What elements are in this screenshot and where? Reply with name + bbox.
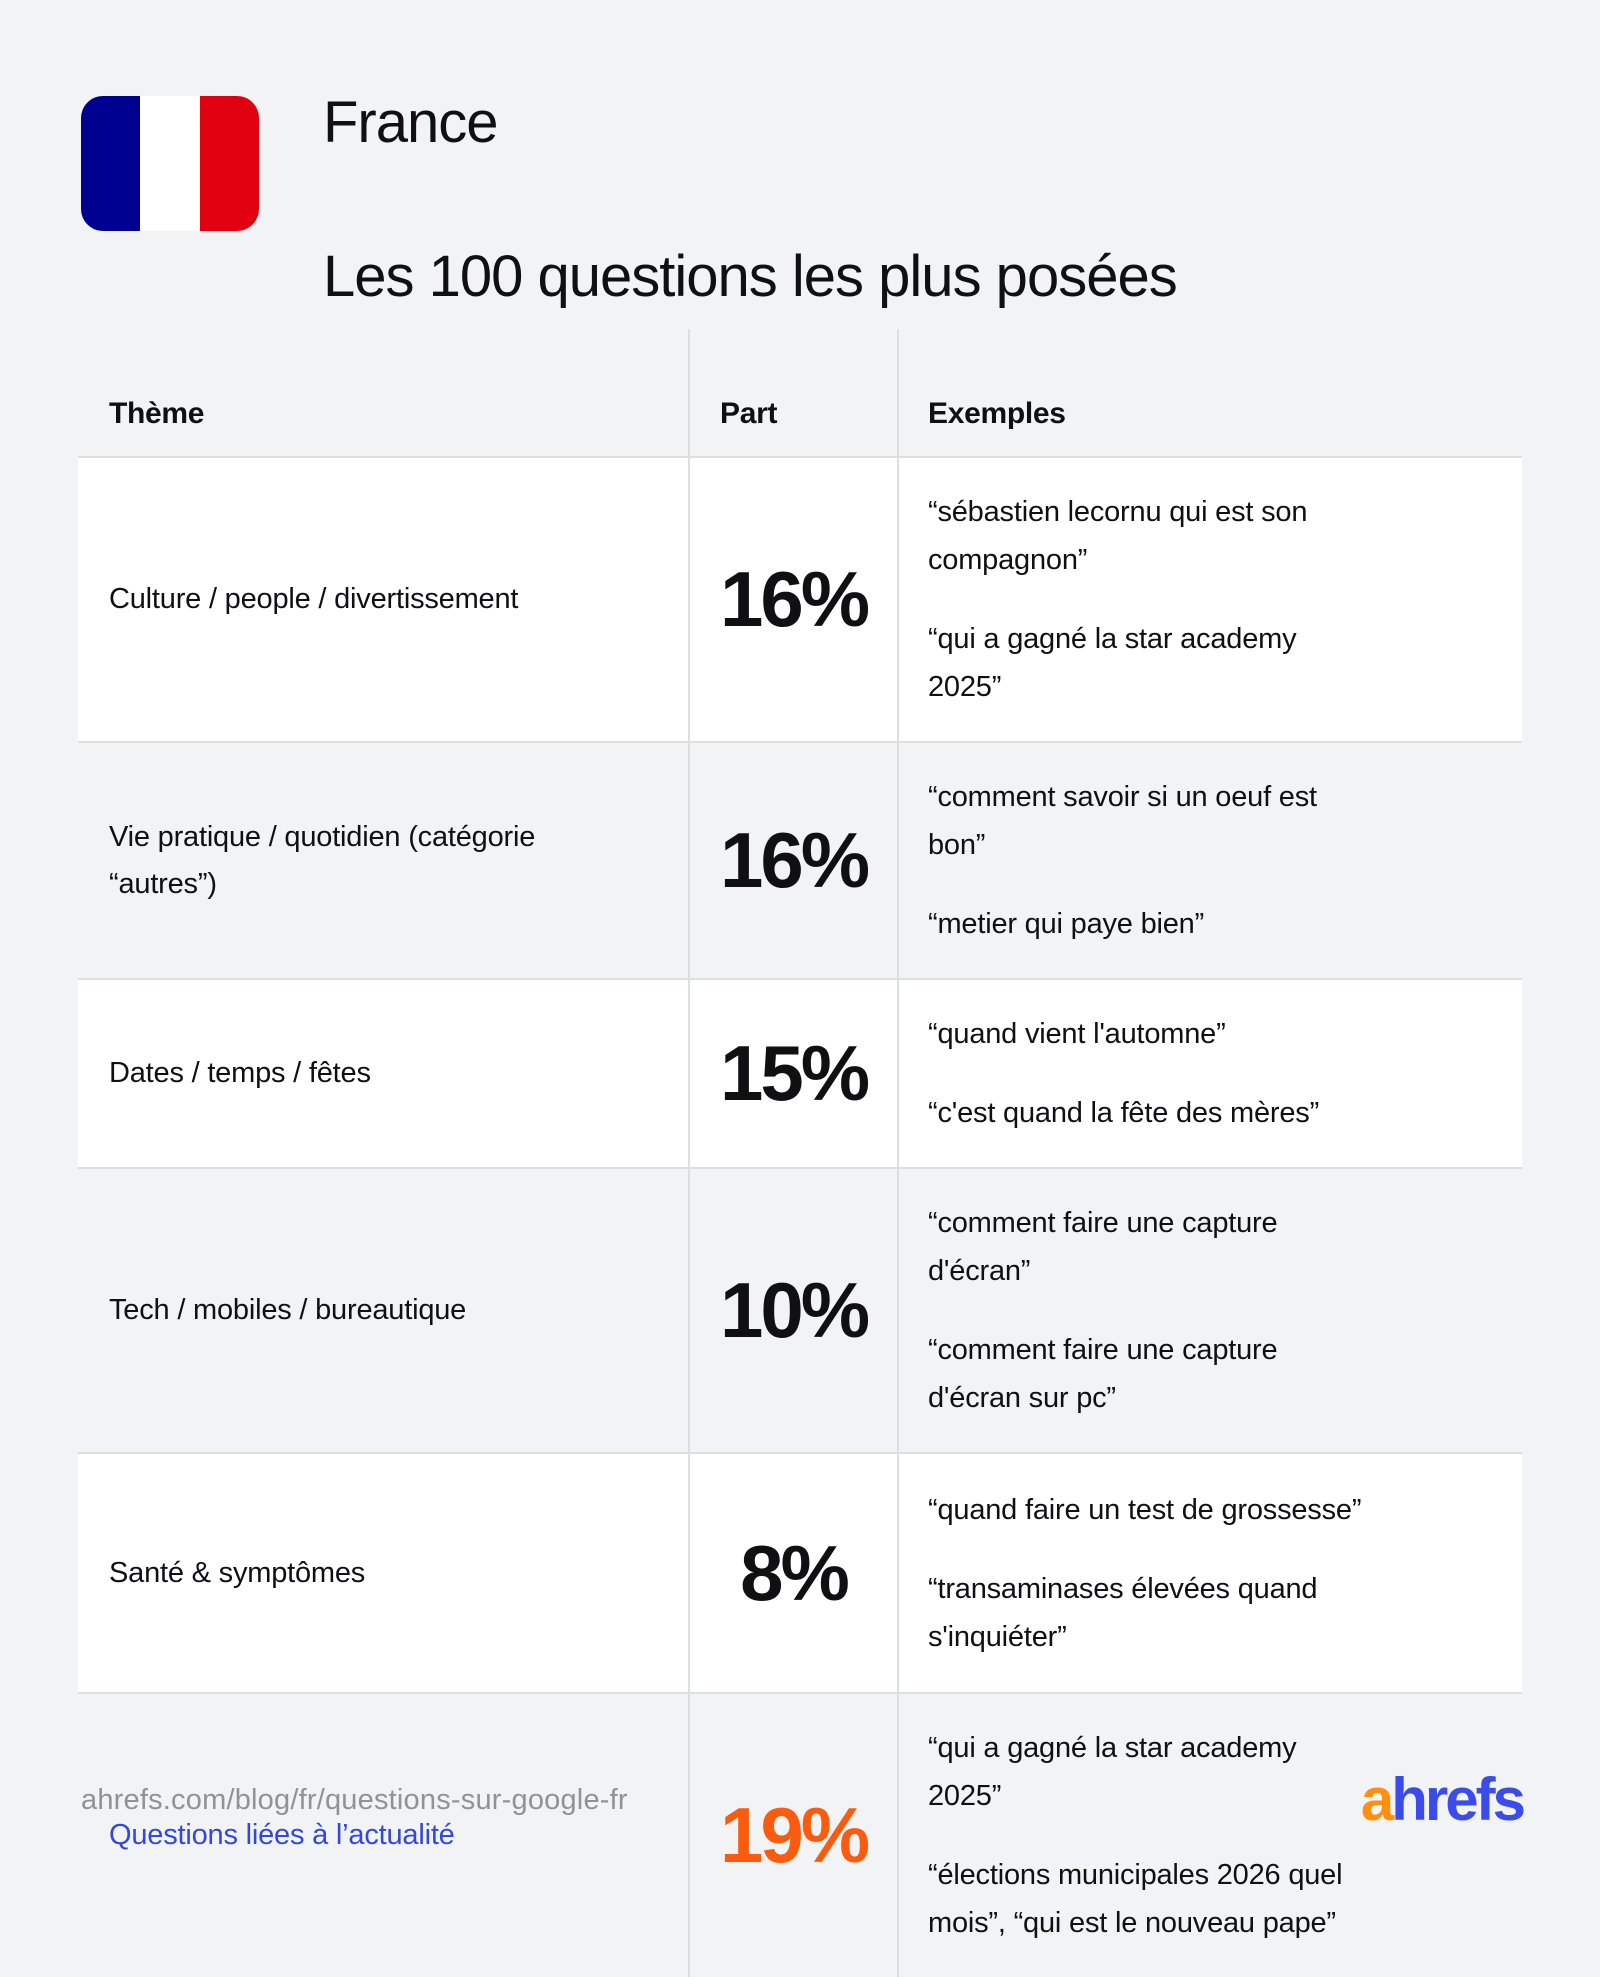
column-header-part: Part — [688, 329, 899, 456]
example-quote: “qui a gagné la star academy 2025” — [928, 623, 1297, 703]
theme-cell: Santé & symptômes — [78, 1454, 688, 1692]
page-title-line1: France — [323, 90, 499, 155]
table-row: Tech / mobiles / bureautique 10% “commen… — [78, 1169, 1522, 1454]
theme-label: Culture / people / divertissement — [109, 583, 519, 615]
theme-label: Vie pratique / quotidien (catégorie “aut… — [109, 820, 536, 900]
example-quote: “qui a gagné la star academy 2025” — [928, 1732, 1297, 1812]
part-cell: 15% — [688, 980, 899, 1167]
example-quote: “comment faire une capture d'écran sur p… — [928, 1334, 1278, 1414]
example-quote: “metier qui paye bien” — [928, 908, 1205, 940]
page-header: France Les 100 questions les plus posées — [0, 0, 1600, 315]
column-header-examples: Exemples — [928, 397, 1066, 430]
table-row-news: Questions liées à l’actualité 19% “qui a… — [78, 1694, 1522, 1977]
flag-red-stripe — [199, 96, 259, 231]
table-row: Dates / temps / fêtes 15% “quand vient l… — [78, 980, 1522, 1169]
page-title-line2: Les 100 questions les plus posées — [323, 244, 1178, 309]
table-row: Santé & symptômes 8% “quand faire un tes… — [78, 1454, 1522, 1694]
theme-label: Dates / temps / fêtes — [109, 1057, 371, 1089]
theme-label: Santé & symptômes — [109, 1556, 366, 1589]
table-row: Culture / people / divertissement 16% “s… — [78, 458, 1522, 743]
ahrefs-logo: ahrefs — [1361, 1770, 1526, 1830]
theme-cell: Vie pratique / quotidien (catégorie “aut… — [78, 743, 688, 978]
flag-white-stripe — [140, 96, 200, 231]
examples-cell: “sébastien lecornu qui est son compagnon… — [899, 458, 1522, 741]
example-quote: “comment savoir si un oeuf est bon” — [928, 781, 1317, 861]
examples-cell: “quand vient l'automne” “c'est quand la … — [899, 980, 1522, 1167]
theme-label: Tech / mobiles / bureautique — [109, 1294, 467, 1326]
ahrefs-logo-rest: hrefs — [1391, 1766, 1526, 1833]
theme-cell: Culture / people / divertissement — [78, 458, 688, 741]
examples-cell: “qui a gagné la star academy 2025” “élec… — [899, 1694, 1522, 1977]
example-quote: “quand vient l'automne” — [928, 1018, 1226, 1050]
theme-cell: Questions liées à l’actualité — [78, 1694, 688, 1977]
table-header-row: Thème Part Exemples — [78, 329, 1522, 458]
theme-cell: Dates / temps / fêtes — [78, 980, 688, 1167]
part-cell: 16% — [688, 743, 899, 978]
examples-cell: “comment savoir si un oeuf est bon” “met… — [899, 743, 1522, 978]
example-quote: “élections municipales 2026 quel mois”, … — [928, 1859, 1343, 1939]
part-cell: 19% — [688, 1694, 899, 1977]
column-header-theme: Thème — [109, 397, 205, 430]
theme-cell: Tech / mobiles / bureautique — [78, 1169, 688, 1452]
example-quote: “sébastien lecornu qui est son compagnon… — [928, 496, 1308, 576]
table-row: Vie pratique / quotidien (catégorie “aut… — [78, 743, 1522, 980]
part-cell: 8% — [688, 1454, 899, 1692]
example-quote: “transaminases élevées quand s'inquiéter… — [928, 1572, 1318, 1653]
theme-label: Questions liées à l’actualité — [109, 1819, 455, 1851]
ahrefs-logo-a: a — [1360, 1766, 1394, 1833]
example-quote: “quand faire un test de grossesse” — [928, 1493, 1362, 1526]
source-url: ahrefs.com/blog/fr/questions-sur-google-… — [81, 1783, 628, 1816]
example-quote: “comment faire une capture d'écran” — [928, 1207, 1278, 1287]
flag-blue-stripe — [81, 96, 141, 231]
examples-cell: “comment faire une capture d'écran” “com… — [899, 1169, 1522, 1452]
part-cell: 10% — [688, 1169, 899, 1452]
page-title: France Les 100 questions les plus posées — [323, 84, 1178, 315]
questions-table: Thème Part Exemples Culture / people / d… — [78, 329, 1522, 1977]
page-footer: ahrefs.com/blog/fr/questions-sur-google-… — [81, 1770, 1526, 1830]
example-quote: “c'est quand la fête des mères” — [928, 1097, 1320, 1129]
france-flag-icon — [81, 96, 259, 231]
part-cell: 16% — [688, 458, 899, 741]
examples-cell: “quand faire un test de grossesse” “tran… — [899, 1454, 1522, 1692]
